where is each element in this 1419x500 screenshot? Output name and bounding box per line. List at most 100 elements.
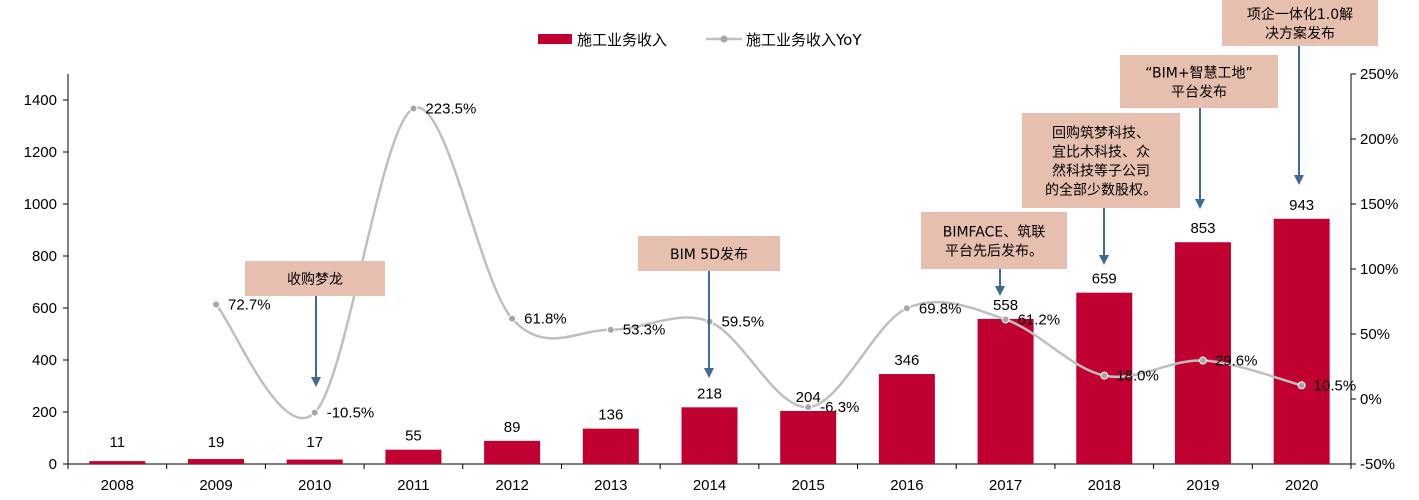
bar	[188, 459, 245, 464]
legend: 施工业务收入 施工业务收入YoY	[538, 31, 862, 49]
bar-value-label: 659	[1092, 271, 1117, 288]
annotation-box	[1222, 0, 1378, 46]
bar-value-label: 55	[405, 428, 422, 445]
bar-value-label: 346	[894, 352, 919, 369]
right-tick-label: 250%	[1360, 66, 1398, 83]
legend-label-revenue: 施工业务收入	[577, 31, 667, 49]
arrow-head-icon	[704, 368, 714, 378]
x-tick-label: 2014	[693, 477, 726, 494]
right-tick-label: 50%	[1360, 326, 1390, 343]
bar-value-label: 943	[1289, 197, 1314, 214]
arrow-head-icon	[1099, 255, 1109, 265]
annotation-text: 收购梦龙	[287, 272, 343, 288]
annotation: 收购梦龙	[245, 261, 385, 387]
x-tick-label: 2010	[298, 477, 331, 494]
annotation-text: BIMFACE、筑联	[943, 225, 1046, 241]
bar-value-label: 89	[504, 419, 521, 436]
bar	[385, 449, 442, 464]
x-tick-label: 2016	[890, 477, 923, 494]
bar-value-label: 558	[993, 297, 1018, 314]
annotation-text: 回购筑梦科技、	[1052, 126, 1150, 142]
yoy-point	[606, 325, 615, 334]
left-tick-label: 1400	[24, 92, 57, 109]
right-tick-label: -50%	[1360, 456, 1395, 473]
bar	[484, 440, 541, 464]
yoy-point	[1100, 371, 1109, 380]
bar	[582, 428, 639, 464]
annotation-box	[1120, 55, 1278, 108]
annotation-text: 决方案发布	[1265, 25, 1335, 42]
yoy-point	[212, 300, 221, 309]
x-tick-label: 2012	[495, 477, 528, 494]
x-tick-label: 2009	[199, 477, 232, 494]
yoy-point	[310, 408, 319, 417]
left-tick-label: 800	[32, 248, 57, 265]
bar-value-label: 204	[796, 389, 821, 406]
yoy-value-label: 10.5%	[1314, 377, 1357, 394]
arrow-head-icon	[995, 286, 1005, 296]
yoy-value-label: 29.6%	[1215, 353, 1258, 370]
bar	[1273, 218, 1330, 464]
x-tick-label: 2015	[792, 477, 825, 494]
x-tick-label: 2013	[594, 477, 627, 494]
yoy-value-label: 69.8%	[919, 300, 962, 317]
annotation-box	[245, 261, 385, 296]
x-tick-label: 2011	[397, 477, 429, 494]
bar-value-label: 136	[598, 407, 623, 424]
annotation-text: 然科技等子公司	[1052, 163, 1150, 180]
x-tick-label: 2008	[101, 477, 134, 494]
x-tick-label: 2020	[1285, 477, 1318, 494]
x-tick-label: 2018	[1088, 477, 1121, 494]
bar	[681, 407, 738, 464]
annotation-box	[1022, 113, 1180, 208]
annotation-text: 宜比木科技、众	[1052, 145, 1150, 161]
right-tick-label: 0%	[1360, 391, 1382, 408]
yoy-value-label: 18.0%	[1116, 368, 1159, 385]
yoy-value-label: 223.5%	[425, 100, 476, 117]
yoy-value-label: -10.5%	[327, 405, 375, 422]
legend-bar-swatch	[538, 34, 572, 44]
yoy-value-label: 59.5%	[722, 314, 765, 331]
yoy-point	[902, 304, 911, 313]
bar-value-label: 218	[697, 385, 722, 402]
left-tick-label: 1000	[24, 196, 57, 213]
annotation-text: 项企一体化1.0解	[1247, 6, 1353, 23]
left-tick-label: 600	[32, 300, 57, 317]
right-tick-label: 200%	[1360, 131, 1398, 148]
yoy-value-label: -6.3%	[820, 399, 859, 416]
x-tick-label: 2017	[989, 477, 1022, 494]
yoy-value-label: 61.2%	[1018, 311, 1061, 328]
annotation-box	[921, 212, 1067, 269]
bar	[878, 374, 935, 464]
left-tick-label: 200	[32, 404, 57, 421]
right-tick-label: 100%	[1360, 261, 1398, 278]
annotation-text: 平台发布	[1171, 85, 1227, 101]
left-tick-label: 1200	[24, 144, 57, 161]
annotation-text: BIM 5D发布	[670, 247, 748, 263]
annotation-text: 平台先后发布。	[945, 244, 1043, 260]
bar	[286, 459, 343, 464]
yoy-value-label: 61.8%	[524, 311, 567, 328]
yoy-point	[508, 314, 517, 323]
arrow-head-icon	[1195, 199, 1205, 209]
annotation: BIM 5D发布	[638, 236, 780, 378]
bar	[1174, 242, 1231, 464]
bar-value-label: 853	[1190, 220, 1215, 237]
bar	[89, 461, 146, 464]
bar-value-label: 17	[306, 434, 323, 451]
right-tick-label: 150%	[1360, 196, 1398, 213]
bar-value-label: 19	[208, 434, 225, 451]
yoy-point	[1198, 356, 1207, 365]
yoy-point	[409, 104, 418, 113]
annotation-text: “BIM+智慧工地”	[1145, 66, 1253, 82]
yoy-value-label: 53.3%	[623, 322, 666, 339]
legend-line-marker	[720, 35, 728, 43]
yoy-point	[1297, 381, 1306, 390]
annotation-text: 的全部少数股权。	[1045, 182, 1157, 199]
arrow-head-icon	[311, 377, 321, 387]
